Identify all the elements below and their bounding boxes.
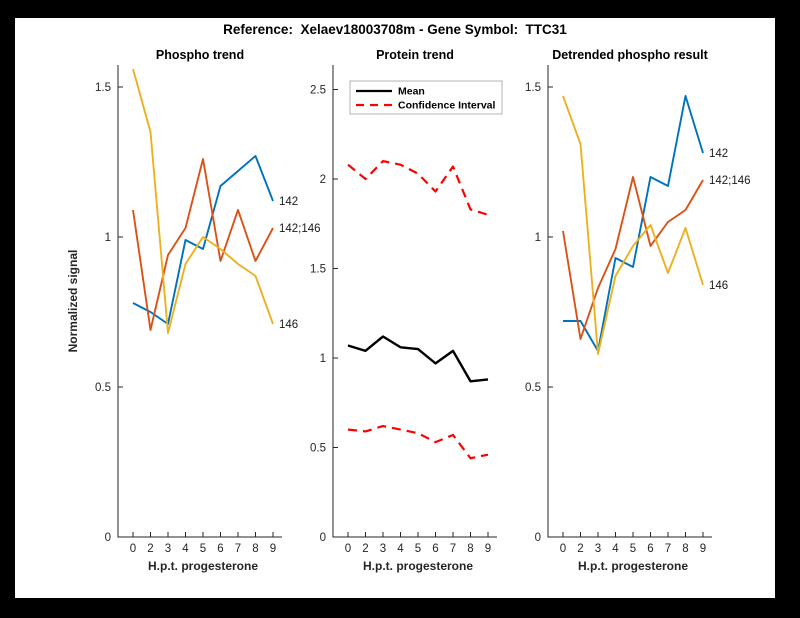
y-tick-label: 2.5 [310,85,326,97]
y-tick-label: 0.5 [310,443,326,455]
x-tick-label: 0 [130,543,136,555]
y-tick-label: 0.5 [525,382,541,394]
y-tick-label: 1 [320,353,326,365]
x-tick-label: 8 [682,543,688,555]
y-tick-label: 0 [535,532,541,544]
subplot-detrended-phospho-result: 00.511.50 2 3 4 5 6 7 8 9H.p.t. progesteroneDetr… [525,48,751,573]
axis-lines [332,65,497,538]
series-line-142 [563,95,704,352]
x-tick-label: 7 [450,543,456,555]
x-axis-label: H.p.t. progesterone [578,559,688,573]
subplot-phospho-trend: 00.511.50 2 3 4 5 6 7 8 9H.p.t. progesteronePhos… [66,48,321,573]
figure-title: Reference: Xelaev18003708m - Gene Symbol… [223,22,567,37]
series-end-label: 142;146 [709,175,751,187]
y-tick-label: 0.5 [95,382,111,394]
series-line-142 [132,155,274,325]
x-tick-label: 3 [380,543,386,555]
x-tick-label: 2 [577,543,583,555]
x-tick-label: 7 [665,543,671,555]
y-axis-label: Normalized signal [66,250,80,353]
subplot-title: Phospho trend [156,48,244,62]
legend-entry-label: Confidence Interval [398,100,496,112]
x-tick-label: 8 [467,543,473,555]
x-tick-label: 5 [630,543,636,555]
x-axis-label: H.p.t. progesterone [363,559,473,573]
x-tick-label: 0 [560,543,566,555]
subplot-title: Protein trend [376,48,454,62]
x-tick-label: 3 [595,543,601,555]
x-tick-label: 5 [200,543,206,555]
x-tick-label: 2 [147,543,153,555]
axis-lines [547,65,712,538]
legend-box [349,80,503,115]
series-line-146 [562,95,704,355]
x-tick-label: 7 [235,543,241,555]
legend: Mean Confidence Interval [349,80,503,115]
series-end-label: 142;146 [279,223,321,235]
y-tick-label: 1.5 [525,82,541,94]
x-tick-label: 9 [700,543,706,555]
series-end-label: 146 [709,280,728,292]
series-line-confidence-interval-upper [347,160,489,216]
series-line-mean [347,335,489,383]
series-line-146 [132,68,274,334]
x-tick-label: 8 [252,543,258,555]
legend-entry-label: Mean [398,86,425,98]
series-line-142-146 [562,176,704,340]
y-tick-label: 1.5 [310,264,326,276]
chart-svg: 00.511.50 2 3 4 5 6 7 8 9H.p.t. progesteronePhos… [66,48,751,573]
x-tick-label: 9 [485,543,491,555]
x-tick-label: 9 [270,543,276,555]
x-tick-label: 5 [415,543,421,555]
y-tick-label: 1 [105,232,111,244]
x-tick-label: 2 [362,543,368,555]
x-tick-label: 6 [432,543,438,555]
series-end-label: 146 [279,319,298,331]
series-line-confidence-interval-lower [347,424,489,460]
y-tick-label: 0 [320,532,326,544]
series-line-142-146 [132,158,274,331]
x-tick-label: 4 [612,543,619,555]
subplot-title: Detrended phospho result [552,48,708,62]
series-end-label: 142 [709,148,728,160]
x-tick-label: 6 [217,543,223,555]
y-tick-label: 1.5 [95,82,111,94]
x-tick-label: 0 [345,543,351,555]
subplot-protein-trend: 00.511.522.50 2 3 4 5 6 7 8 9H.p.t. progesterone… [310,48,503,573]
figure-canvas: Reference: Xelaev18003708m - Gene Symbol… [15,18,775,598]
axis-lines [117,65,282,538]
x-tick-label: 4 [182,543,189,555]
x-tick-label: 3 [165,543,171,555]
series-end-label: 142 [279,196,298,208]
x-tick-label: 4 [397,543,404,555]
y-tick-label: 1 [535,232,541,244]
y-tick-label: 0 [105,532,111,544]
x-tick-label: 6 [647,543,653,555]
x-axis-label: H.p.t. progesterone [148,559,258,573]
y-tick-label: 2 [320,174,326,186]
